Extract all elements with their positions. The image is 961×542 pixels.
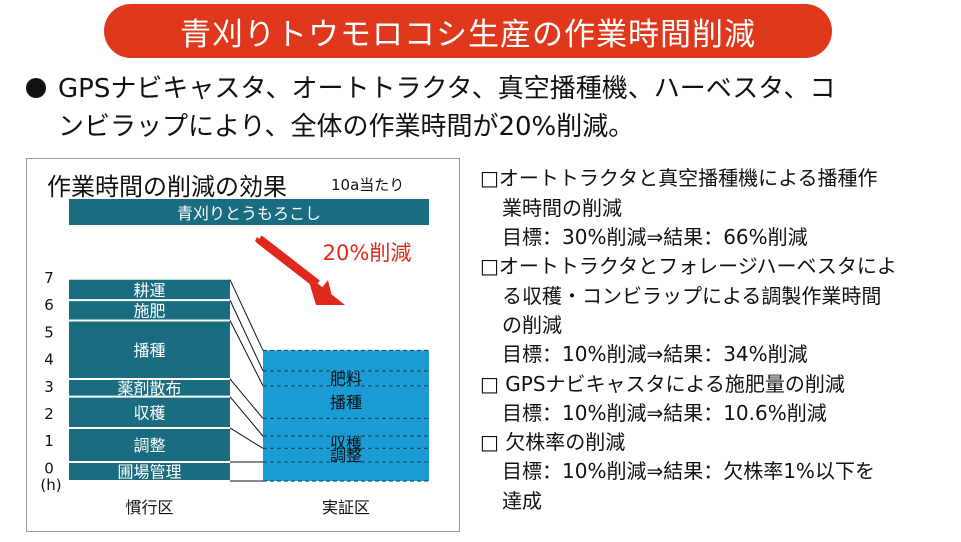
y-unit-label: (h) — [40, 476, 61, 494]
demo-segment-label: 収穫 — [330, 433, 362, 452]
note-line: □ 欠株率の削減 — [480, 430, 626, 454]
reduction-annotation: 20%削減 — [323, 241, 412, 265]
chart-unit-note: 10a当たり — [331, 176, 405, 194]
note-line: 業時間の削減 — [502, 196, 622, 220]
note-line: □ GPSナビキャスタによる施肥量の削減 — [480, 372, 845, 396]
crop-label: 青刈りとうもろこし — [176, 204, 321, 223]
connector-line — [229, 427, 264, 449]
x-category-label: 実証区 — [322, 498, 370, 517]
note-line: 達成 — [502, 489, 542, 513]
chart-title: 作業時間の削減の効果 — [47, 173, 287, 201]
bullet-icon — [26, 78, 46, 98]
crop-banner: 青刈りとうもろこし — [69, 199, 429, 225]
conventional-segment — [69, 320, 230, 379]
conventional-segment-label: 調整 — [133, 436, 165, 455]
page-title: 青刈りトウモロコシ生産の作業時間削減 — [180, 16, 756, 53]
conventional-segment-label: 薬剤散布 — [117, 379, 181, 398]
demo-segment — [263, 418, 429, 437]
demo-segment — [263, 370, 429, 386]
stacked-bar-chart: 01234567(h)圃場管理調整収穫薬剤散布播種施肥耕運慣行区調整収穫播種肥料… — [40, 235, 429, 517]
demo-segment — [263, 436, 429, 449]
note-line: □オートトラクタとフォレージハーベスタによ — [480, 254, 897, 278]
conventional-segment — [69, 461, 230, 481]
y-tick-label: 3 — [44, 378, 54, 396]
summary-line-2: ンビラップにより、全体の作業時間が20%削減。 — [58, 112, 635, 142]
connector-line — [229, 396, 264, 437]
y-tick-label: 1 — [44, 432, 54, 450]
note-line: る収穫・コンビラップによる調製作業時間 — [502, 284, 882, 308]
demo-segment — [263, 385, 429, 419]
chart-panel: 作業時間の削減の効果 10a当たり 青刈りとうもろこし 0 1 2 3 4 5 6 7 (h) 圃… — [26, 158, 460, 532]
conventional-segment — [69, 379, 230, 397]
conventional-segment-label: 施肥 — [133, 301, 165, 320]
note-line: 目標：10%削減⇒結果：34%削減 — [502, 342, 808, 366]
conventional-segment — [69, 396, 230, 428]
y-tick-label: 5 — [44, 323, 54, 341]
demo-segment — [263, 461, 429, 481]
connector-line — [229, 299, 264, 372]
connector-line — [229, 279, 264, 351]
demo-segment-label: 調整 — [330, 446, 362, 465]
reduction-arrow-shaft — [256, 235, 320, 288]
y-tick-label: 0 — [44, 459, 54, 477]
conventional-segment-label: 耕運 — [133, 281, 165, 300]
y-tick-label: 7 — [44, 269, 54, 287]
conventional-segment — [69, 279, 230, 301]
conventional-segment-label: 播種 — [133, 341, 165, 360]
connector-line — [229, 320, 264, 387]
conventional-segment-label: 収穫 — [133, 403, 165, 422]
demo-segment-label: 肥料 — [330, 369, 362, 388]
conventional-segment-label: 圃場管理 — [117, 462, 181, 481]
note-line: 目標：10%削減⇒結果：10.6%削減 — [502, 401, 827, 425]
conventional-segment — [69, 427, 230, 462]
note-line: の削減 — [502, 313, 562, 337]
y-tick-label: 2 — [44, 405, 54, 423]
x-category-label: 慣行区 — [125, 498, 173, 517]
demo-segment-label: 播種 — [330, 393, 362, 412]
demo-segment — [263, 448, 429, 462]
y-tick-label: 6 — [44, 296, 54, 314]
title-banner: 青刈りトウモロコシ生産の作業時間削減 — [104, 4, 832, 58]
note-line: 目標：30%削減⇒結果：66%削減 — [502, 225, 808, 249]
summary-line-1: GPSナビキャスタ、オートトラクタ、真空播種機、ハーベスタ、コ — [58, 74, 836, 104]
conventional-segment — [69, 300, 230, 321]
demo-segment — [263, 350, 429, 371]
note-line: □オートトラクタと真空播種機による播種作 — [480, 166, 878, 190]
note-line: 目標：10%削減⇒結果：欠株率1%以下を — [502, 459, 875, 483]
connector-line — [229, 378, 264, 419]
y-tick-label: 4 — [44, 351, 54, 369]
